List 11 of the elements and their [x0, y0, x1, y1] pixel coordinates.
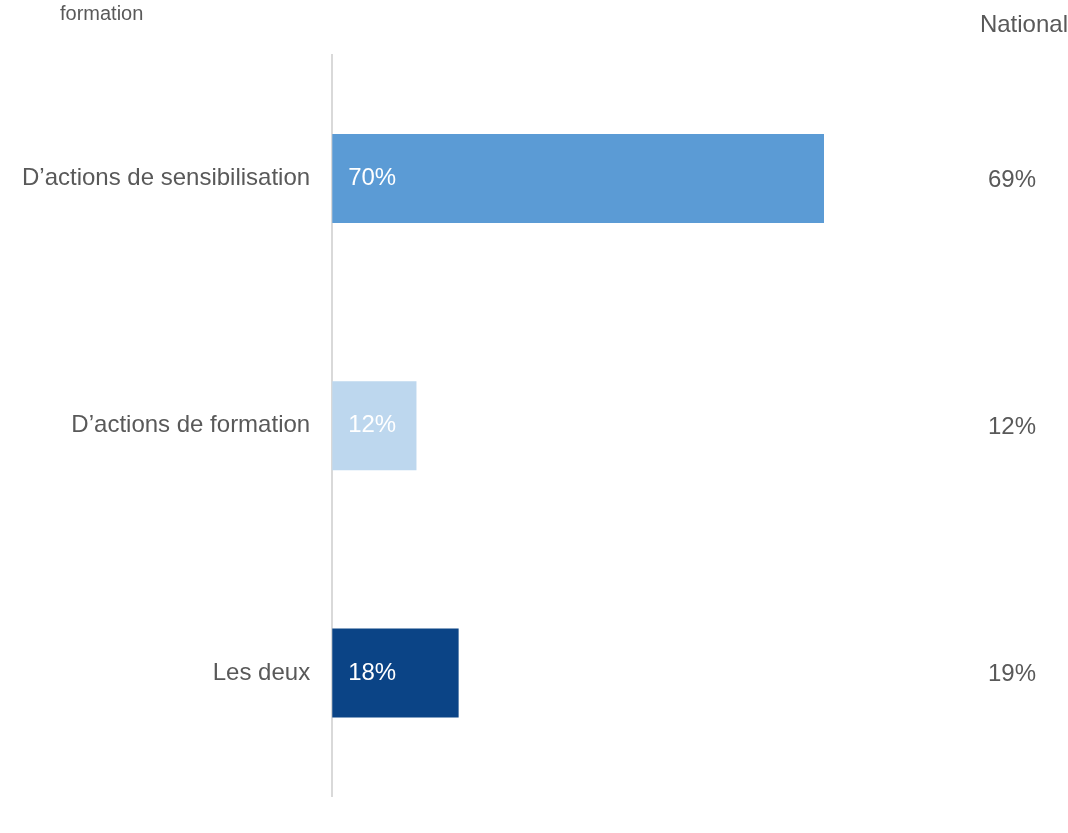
y-tick-label: Les deux — [212, 657, 311, 685]
text: National — [979, 10, 1068, 38]
data-label: 70% — [348, 163, 397, 191]
data-label: 12% — [348, 410, 397, 438]
y-tick-label: D’actions de sensibilisation — [22, 163, 311, 191]
text: formation — [60, 2, 144, 25]
text: 69% — [988, 164, 1037, 193]
data-label: 18% — [348, 657, 397, 685]
text: 12% — [988, 411, 1037, 440]
y-tick-label: D’actions de formation — [71, 410, 311, 438]
text: 19% — [988, 659, 1037, 687]
